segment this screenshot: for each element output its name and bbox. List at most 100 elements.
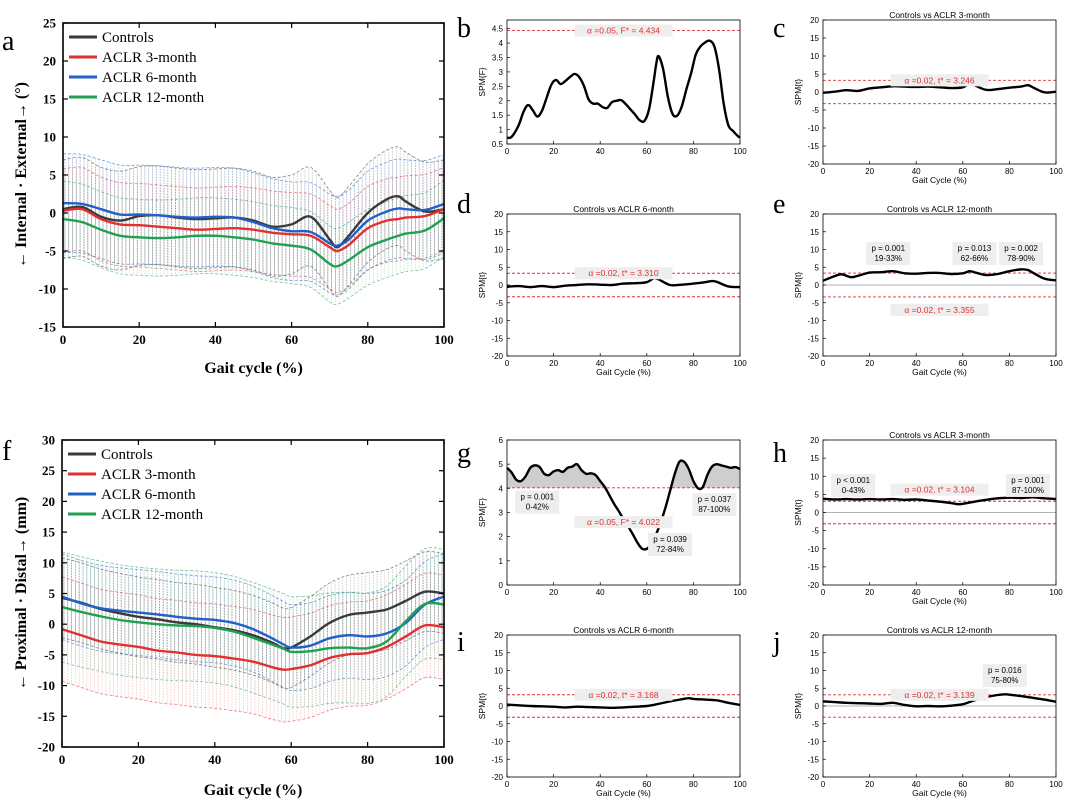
series-line-aclr-3-month <box>61 623 445 671</box>
threshold-text: α =0.02, t* = 3.139 <box>904 690 974 700</box>
y-tick-label: 0 <box>49 617 56 632</box>
x-axis-label: Gait Cycle (%) <box>912 596 967 606</box>
y-tick-label: -15 <box>807 755 819 764</box>
x-tick-label: 40 <box>596 147 605 156</box>
annotation-text: 0-42% <box>526 503 549 512</box>
threshold-label: α =0.02, t* = 3.246 <box>890 74 989 87</box>
y-tick-label: -5 <box>496 720 504 729</box>
series-line-controls <box>61 590 445 651</box>
y-tick-label: -15 <box>491 334 503 343</box>
annotation-text: 87-100% <box>698 505 730 514</box>
y-axis-label: SPM{t} <box>793 272 803 299</box>
spm-trajectory <box>506 39 741 140</box>
y-tick-label: 5 <box>49 586 56 601</box>
label-background <box>574 516 673 529</box>
label-background <box>890 303 989 316</box>
y-tick-label: 10 <box>494 246 503 255</box>
y-tick-label: 30 <box>42 433 55 448</box>
y-tick-label: 20 <box>43 54 56 69</box>
annotation-text: 19-33% <box>874 254 902 263</box>
panel-i: i Controls vs ACLR 6-month α =0.02, t* = 3… <box>457 625 747 798</box>
x-axis-label: Gait cycle (%) <box>204 782 303 799</box>
y-tick-label: 1 <box>499 126 504 135</box>
annotation-background <box>1006 473 1051 497</box>
x-axis-label: Gait Cycle (%) <box>596 788 651 798</box>
y-tick-label: 0.5 <box>492 140 504 149</box>
y-tick-label: -10 <box>39 282 56 297</box>
suprathreshold-cluster <box>507 464 605 488</box>
y-tick-label: 2 <box>499 97 504 106</box>
x-tick-label: 60 <box>642 147 651 156</box>
x-tick-label: 0 <box>505 147 510 156</box>
y-tick-label: -20 <box>491 773 503 782</box>
y-tick-label: 4 <box>499 39 504 48</box>
y-tick-label: -5 <box>812 106 820 115</box>
chart-title: Controls vs ACLR 3-month <box>889 430 990 440</box>
x-tick-label: 40 <box>912 588 921 597</box>
threshold-label: α =0.05, F* = 4.022 <box>574 516 673 529</box>
x-tick-label: 100 <box>733 359 747 368</box>
annotation-background <box>692 493 737 517</box>
y-tick-label: 5 <box>499 460 504 469</box>
y-tick-label: 20 <box>494 210 503 219</box>
series-line-aclr-12-month <box>62 217 445 268</box>
x-tick-label: 0 <box>821 359 826 368</box>
y-tick-label: 1 <box>499 557 504 566</box>
y-tick-label: -15 <box>39 320 57 335</box>
y-tick-label: -15 <box>38 709 56 724</box>
y-tick-label: 10 <box>810 246 819 255</box>
panel-e: e Controls vs ACLR 12-month α =0.02, t* = … <box>773 189 1063 377</box>
x-tick-label: 80 <box>689 780 698 789</box>
threshold-label: α =0.02, t* = 3.310 <box>574 267 673 280</box>
panel-j: j Controls vs ACLR 12-month α =0.02, t* = … <box>772 625 1063 798</box>
spm-trajectory <box>506 276 741 289</box>
x-tick-label: 40 <box>209 332 222 347</box>
y-tick-label: 0 <box>815 509 820 518</box>
y-axis-label: SPM{F} <box>477 498 487 527</box>
panel-b: b α =0.05, F* = 4.434 0 20 40 60 80 100 0.5 1 1.5 2… <box>457 13 747 156</box>
y-tick-label: 20 <box>494 631 503 640</box>
legend-label: Controls <box>101 447 153 463</box>
threshold-label: α =0.02, t* = 3.104 <box>890 483 989 496</box>
x-tick-label: 60 <box>958 588 967 597</box>
label-background <box>574 24 673 37</box>
y-tick-label: -5 <box>812 299 820 308</box>
y-tick-label: 20 <box>810 631 819 640</box>
x-tick-label: 80 <box>1005 780 1014 789</box>
x-tick-label: 80 <box>1005 588 1014 597</box>
x-tick-label: 60 <box>958 780 967 789</box>
y-tick-label: -10 <box>807 124 819 133</box>
sd-band-group <box>62 146 445 305</box>
y-tick-label: 3 <box>499 509 504 518</box>
legend-label: ACLR 3-month <box>102 50 197 66</box>
panel-letter: d <box>457 189 471 220</box>
y-tick-label: 0 <box>815 702 820 711</box>
x-tick-label: 60 <box>958 167 967 176</box>
x-tick-label: 80 <box>689 359 698 368</box>
x-tick-label: 0 <box>505 780 510 789</box>
chart-title: Controls vs ACLR 3-month <box>889 10 990 20</box>
y-axis-label: SPM{t} <box>793 693 803 720</box>
y-axis-label: SPM{t} <box>793 499 803 526</box>
spm-trajectory <box>822 693 1057 708</box>
legend-label: ACLR 6-month <box>102 70 197 86</box>
y-tick-label: -10 <box>38 678 55 693</box>
series-line-aclr-6-month <box>62 201 445 248</box>
annotation-text: p = 0.001 <box>520 493 554 502</box>
x-tick-label: 0 <box>505 359 510 368</box>
y-tick-label: -5 <box>496 299 504 308</box>
panel-a: a 0 20 40 60 80 100 -15 -10 -5 0 5 10 15 20 25 Gait cycl… <box>2 16 454 378</box>
threshold-text: α =0.05, F* = 4.022 <box>587 517 660 527</box>
plot-frame <box>506 19 741 145</box>
x-tick-label: 40 <box>912 167 921 176</box>
annotation-text: 78-90% <box>1007 254 1035 263</box>
y-tick-label: 10 <box>43 130 56 145</box>
annotation-background <box>831 473 876 497</box>
x-tick-label: 60 <box>958 359 967 368</box>
y-tick-label: 5 <box>499 263 504 272</box>
panel-letter: g <box>457 438 471 469</box>
x-axis-label: Gait cycle (%) <box>204 360 303 377</box>
y-tick-label: 10 <box>494 667 503 676</box>
